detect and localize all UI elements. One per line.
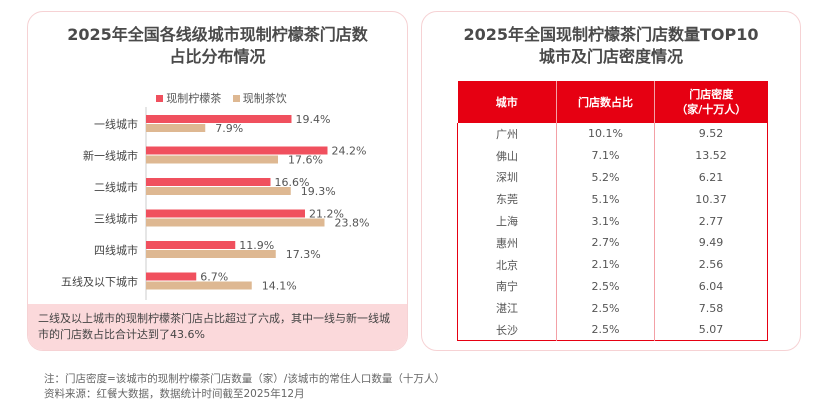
bar-lemon-tea [146, 241, 236, 249]
city-cell: 佛山 [457, 144, 557, 167]
city-cell: 长沙 [457, 319, 557, 341]
category-label: 二线城市 [94, 180, 138, 194]
bar-tea-drink [146, 124, 206, 132]
bar-chart: 一线城市 19.4% 7.9% 新一线城市 24.2% 17.6% 二线城市 16.6%19.… [61, 107, 370, 300]
city-cell: 深圳 [457, 166, 557, 189]
header-share: 门店数占比 [556, 81, 655, 123]
table-title: 2025年全国现制柠檬茶门店数量TOP10 城市及门店密度情况 [422, 24, 800, 68]
share-cell: 2.5% [556, 297, 655, 320]
table-row: 湛江 2.5% 7.58 [457, 297, 768, 320]
bar-lemon-tea [146, 209, 305, 218]
city-cell: 惠州 [457, 231, 557, 254]
density-cell: 9.52 [698, 127, 724, 141]
share-cell: 10.1% [556, 123, 655, 145]
table-row: 东莞 5.1% 10.37 [457, 188, 768, 211]
data-label: 11.9% [239, 239, 274, 252]
title-line2: 占比分布情况 [169, 47, 266, 66]
category-label: 新一线城市 [83, 149, 138, 163]
bar-tea-drink [146, 218, 325, 227]
density-cell: 7.58 [698, 301, 724, 315]
city-cell: 南宁 [457, 275, 557, 298]
category-label: 四线城市 [94, 243, 138, 257]
city-cell: 上海 [457, 210, 557, 232]
share-cell: 2.5% [556, 319, 655, 341]
table-row: 佛山 7.1% 13.52 [457, 144, 768, 167]
city-cell: 北京 [457, 253, 557, 276]
category-label: 一线城市 [94, 117, 138, 131]
legend-label: 现制茶饮 [242, 92, 287, 105]
bar-lemon-tea [146, 146, 328, 155]
density-cell: 6.21 [698, 170, 724, 184]
table-row: 南宁 2.5% 6.04 [457, 275, 768, 298]
data-label: 24.2% [332, 145, 367, 158]
title-line1: 2025年全国现制柠檬茶门店数量TOP10 [463, 25, 759, 44]
share-cell: 7.1% [556, 144, 655, 167]
share-cell: 5.1% [556, 188, 655, 211]
legend-label: 现制柠檬茶 [166, 92, 222, 105]
density-cell: 13.52 [695, 149, 727, 163]
data-label: 19.3% [301, 185, 336, 198]
bar-lemon-tea [146, 178, 271, 186]
data-label: 16.6% [275, 176, 310, 189]
top10-table: 城市 门店数占比 门店密度 （家/十万人） 广州 10.1% 9.52 佛山 7.1% 13… [457, 81, 768, 341]
legend-swatch-tea-drink [232, 95, 240, 102]
density-cell: 5.07 [698, 323, 724, 337]
data-source: 资料来源：红餐大数据，数据统计时间截至2025年12月 [44, 388, 305, 400]
bar-lemon-tea [146, 272, 197, 281]
city-cell: 湛江 [457, 297, 557, 320]
bar-tea-drink [146, 281, 252, 290]
right-table-card: 2025年全国现制柠檬茶门店数量TOP10 城市及门店密度情况 城市 门店数占比 … [421, 11, 801, 351]
bar-tea-drink [146, 250, 276, 258]
category-label: 三线城市 [94, 212, 138, 226]
share-cell: 5.2% [556, 166, 655, 189]
left-chart-card: 2025年全国各线级城市现制柠檬茶门店数 占比分布情况 现制柠檬茶 现制茶饮 一线… [27, 11, 408, 351]
header-density: 门店密度 （家/十万人） [654, 81, 768, 123]
insight-note: 二线及以上城市的现制柠檬茶门店占比超过了六成，其中一线与新一线城市的门店数占比合… [28, 304, 407, 350]
footnote: 注：门店密度=该城市的现制柠檬茶门店数量（家）/该城市的常住人口数量（十万人） [44, 373, 445, 385]
data-label: 17.6% [288, 154, 323, 167]
chart-title: 2025年全国各线级城市现制柠檬茶门店数 占比分布情况 [28, 24, 407, 68]
density-cell: 6.04 [698, 279, 724, 293]
category-label: 五线及以下城市 [61, 275, 138, 289]
table-row: 长沙 2.5% 5.07 [457, 319, 768, 341]
data-label: 19.4% [296, 113, 331, 126]
density-cell: 2.77 [698, 214, 724, 228]
data-label: 23.8% [335, 217, 370, 230]
bar-tea-drink [146, 187, 291, 195]
share-cell: 2.7% [556, 231, 655, 254]
header-city: 城市 [457, 81, 557, 123]
city-cell: 东莞 [457, 188, 557, 211]
bar-tea-drink [146, 155, 278, 164]
title-line1: 2025年全国各线级城市现制柠檬茶门店数 [67, 25, 368, 44]
share-cell: 2.5% [556, 275, 655, 298]
table-row: 惠州 2.7% 9.49 [457, 231, 768, 254]
data-label: 17.3% [286, 248, 321, 261]
header-density-unit: （家/十万人） [676, 103, 747, 116]
title-line2: 城市及门店密度情况 [538, 47, 683, 66]
city-cell: 广州 [457, 123, 557, 145]
table-row: 上海 3.1% 2.77 [457, 210, 768, 232]
data-label: 6.7% [200, 271, 228, 284]
density-cell: 9.49 [698, 236, 724, 250]
share-cell: 3.1% [556, 210, 655, 232]
table-row: 广州 10.1% 9.52 [457, 123, 768, 145]
share-cell: 2.1% [556, 253, 655, 276]
data-label: 14.1% [262, 280, 297, 293]
header-density-line1: 门店密度 [689, 88, 734, 101]
data-label: 21.2% [309, 208, 344, 221]
density-cell: 10.37 [695, 192, 727, 206]
table-row: 北京 2.1% 2.56 [457, 253, 768, 276]
table-row: 深圳 5.2% 6.21 [457, 166, 768, 189]
legend-swatch-lemon-tea [156, 95, 164, 102]
density-cell: 2.56 [698, 258, 724, 272]
chart-legend: 现制柠檬茶 现制茶饮 [28, 90, 407, 106]
data-label: 7.9% [215, 122, 243, 135]
bar-lemon-tea [146, 115, 292, 123]
